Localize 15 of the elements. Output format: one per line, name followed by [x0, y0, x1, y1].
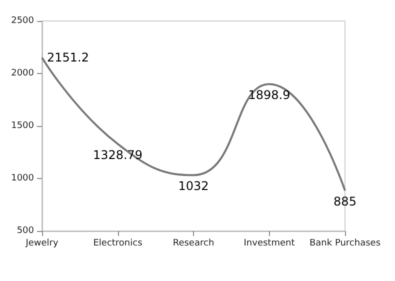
data-label: 1898.9 [248, 88, 290, 102]
y-tick-label: 2000 [11, 68, 34, 78]
data-label: 2151.2 [47, 50, 89, 65]
y-tick-label: 500 [16, 226, 34, 236]
x-tick-label: Jewelry [24, 238, 59, 248]
x-tick-label: Electronics [93, 238, 143, 248]
data-label: 1032 [178, 179, 209, 194]
data-label: 1328.79 [92, 148, 143, 162]
y-tick-label: 2500 [11, 16, 34, 26]
y-tick-label: 1500 [11, 121, 34, 131]
x-tick-label: Bank Purchases [309, 238, 381, 248]
data-label: 885 [334, 194, 356, 209]
x-tick-label: Investment [244, 238, 296, 248]
x-tick-label: Research [172, 238, 214, 248]
y-tick-label: 1000 [11, 174, 34, 184]
